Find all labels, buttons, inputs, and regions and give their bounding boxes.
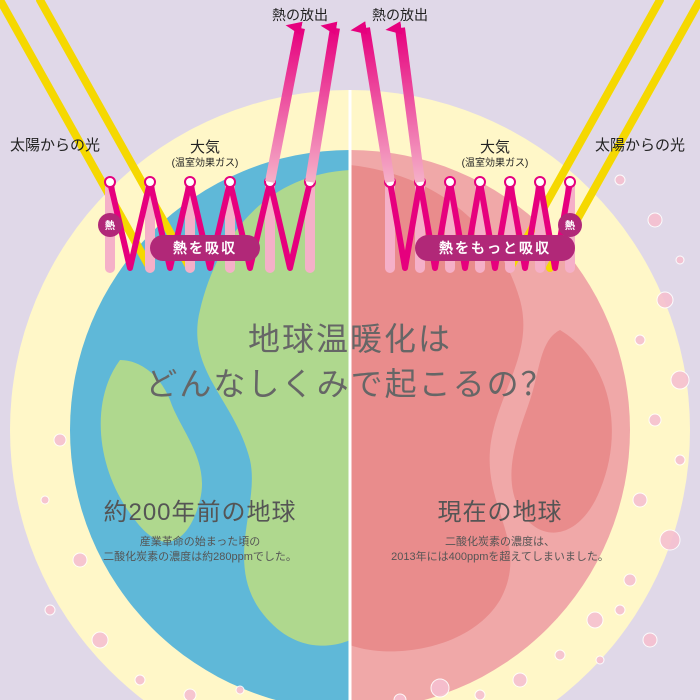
heat-release-left: 熱の放出 <box>272 7 328 23</box>
atmo-sub-right: (温室効果ガス) <box>462 156 529 169</box>
subtitle-right: 現在の地球 <box>438 499 563 526</box>
sun-label-left: 太陽からの光 <box>10 137 100 154</box>
caption-left-2: 二酸化炭素の濃度は約280ppmでした。 <box>103 549 297 563</box>
heat-badge-label: 熱 <box>105 219 115 232</box>
heat-release-right: 熱の放出 <box>372 7 428 23</box>
title-line1: 地球温暖化は <box>248 321 452 357</box>
caption-right-1: 二酸化炭素の濃度は、 <box>445 534 555 548</box>
atmo-sub-left: (温室効果ガス) <box>172 156 239 169</box>
caption-left-1: 産業革命の始まった頃の <box>140 534 261 548</box>
sun-label-right: 太陽からの光 <box>595 137 685 154</box>
title-line2: どんなしくみで起こるの？ <box>145 366 554 402</box>
heat-badge-label: 熱 <box>565 219 575 232</box>
atmo-label-right: 大気 <box>480 139 510 156</box>
subtitle-left: 約200年前の地球 <box>103 499 296 526</box>
absorb-label: 熱をもっと吸収 <box>439 240 551 256</box>
atmo-label-left: 大気 <box>190 139 220 156</box>
caption-right-2: 2013年には400ppmを超えてしまいました。 <box>391 549 609 563</box>
absorb-label: 熱を吸収 <box>173 240 237 256</box>
